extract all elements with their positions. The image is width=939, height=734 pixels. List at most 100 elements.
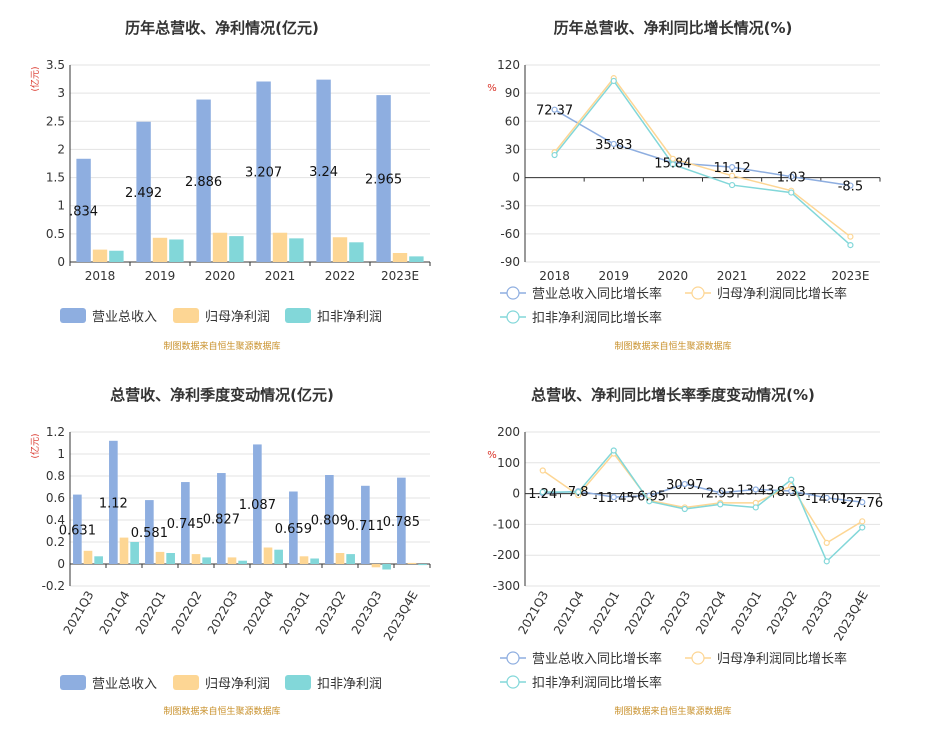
data-label: 2.965	[365, 173, 402, 188]
bar-扣非净利润	[169, 239, 184, 262]
point-营业总收入同比增长率	[551, 106, 558, 113]
legend-label: 归母净利润同比增长率	[717, 651, 847, 667]
bar-归母净利润	[83, 550, 93, 564]
legend-label: 归母净利润	[205, 677, 270, 692]
legend-label: 扣非净利润	[317, 677, 382, 692]
point-营业总收入同比增长率	[610, 140, 617, 148]
data-label: 13.43	[737, 483, 774, 498]
point-归母净利润同比增长率	[539, 467, 546, 474]
data-label: 2.492	[125, 186, 162, 201]
bar-归母净利润	[392, 252, 408, 262]
data-label: -27.76	[841, 496, 883, 511]
legend-label: 扣非净利润同比增长率	[532, 675, 662, 691]
bar-扣非净利润	[310, 558, 319, 564]
point-营业总收入同比增长率	[728, 164, 736, 171]
point-扣非净利润同比增长率	[823, 558, 830, 565]
legend-label: 归母净利润	[205, 310, 270, 325]
point-扣非净利润同比增长率	[610, 447, 617, 454]
y-tick-label: -200	[493, 548, 520, 562]
bar-营业总收入	[136, 121, 151, 263]
x-tick-label: 2023Q3	[349, 589, 385, 637]
legend-label: 营业总收入	[92, 310, 157, 325]
y-tick-label: 2.5	[46, 114, 65, 128]
bar-扣非净利润	[109, 250, 124, 262]
legend-label: 扣非净利润	[317, 310, 382, 325]
point-营业总收入同比增长率	[859, 499, 866, 506]
source-note: 制图数据来自恒生聚源数据库	[614, 340, 731, 352]
bar-营业总收入	[109, 440, 118, 564]
x-tick-label: 2022Q1	[133, 589, 169, 637]
legend-label: 扣非净利润同比增长率	[532, 310, 662, 326]
bar-归母净利润	[152, 237, 168, 262]
chart-title: 总营收、净利同比增长率季度变动情况(%)	[531, 386, 815, 404]
unit-label: %	[487, 450, 497, 461]
legend-marker	[691, 651, 705, 665]
bar-营业总收入	[217, 473, 226, 564]
data-label: .834	[69, 204, 98, 219]
x-tick-label: 2019	[598, 269, 629, 283]
x-tick-label: 2021Q3	[61, 589, 97, 637]
point-扣非净利润同比增长率	[859, 524, 866, 531]
data-label: 11.12	[713, 161, 750, 176]
bar-营业总收入	[253, 444, 262, 564]
bar-扣非净利润	[289, 238, 304, 262]
point-扣非净利润同比增长率	[575, 488, 582, 496]
data-label: 0.827	[203, 513, 240, 528]
legend-marker	[506, 286, 520, 300]
data-label: 0.745	[167, 517, 204, 532]
y-tick-label: -30	[500, 199, 520, 213]
chart-annual_bar: 历年总营收、净利情况(亿元) (亿元) 0 0.5 1 1.5 2 2.5 3 3.5 2018 20…	[29, 19, 431, 352]
point-扣非净利润同比增长率	[788, 189, 795, 196]
y-tick-label: -60	[500, 227, 520, 241]
legend-marker	[691, 286, 705, 300]
legend-label: 营业总收入	[92, 677, 157, 692]
point-归母净利润同比增长率	[859, 518, 866, 525]
bar-扣非净利润	[409, 256, 424, 262]
point-扣非净利润同比增长率	[610, 77, 617, 85]
x-tick-label: 2021Q3	[515, 589, 551, 637]
bar-营业总收入	[181, 482, 190, 564]
bar-扣非净利润	[94, 556, 103, 564]
y-tick-label: 0.6	[46, 491, 65, 505]
legend-swatch	[60, 308, 86, 323]
legend-swatch	[285, 675, 311, 690]
unit-label: %	[487, 83, 497, 94]
legend-label: 营业总收入同比增长率	[532, 286, 662, 302]
data-label: 2.886	[185, 175, 222, 190]
data-label: 0.659	[275, 522, 312, 537]
x-tick-label: 2022Q3	[205, 589, 241, 637]
line-归母净利润同比增长率	[553, 76, 851, 238]
x-tick-label: 2023E	[381, 269, 419, 283]
y-tick-label: 2	[57, 142, 65, 156]
legend-swatch	[60, 675, 86, 690]
chart-title: 总营收、净利季度变动情况(亿元)	[110, 386, 334, 404]
x-tick-label: 2018	[539, 269, 570, 283]
data-label: 3.207	[245, 166, 282, 181]
x-tick-label: 2023Q2	[313, 589, 349, 637]
bar-归母净利润	[227, 557, 237, 564]
y-tick-label: 120	[497, 58, 520, 72]
bar-归母净利润	[119, 537, 129, 564]
y-tick-label: -300	[493, 579, 520, 593]
y-tick-label: 0	[512, 487, 520, 501]
data-label: 0.631	[59, 523, 96, 538]
chart-quarterly_growth_line: 总营收、净利同比增长率季度变动情况(%)% -300 -200 -100 0 100 200…	[487, 386, 883, 717]
data-label: 1.087	[239, 498, 276, 513]
x-tick-label: 2023Q4E	[831, 589, 871, 644]
y-tick-label: 100	[497, 456, 520, 470]
y-tick-label: 200	[497, 425, 520, 439]
data-label: -8.5	[838, 180, 863, 195]
bar-归母净利润	[263, 547, 273, 564]
point-营业总收入同比增长率	[788, 173, 795, 180]
bar-归母净利润	[332, 237, 348, 262]
unit-label: (亿元)	[29, 433, 41, 458]
point-归母净利润同比增长率	[728, 172, 736, 179]
point-营业总收入同比增长率	[681, 480, 688, 488]
bar-归母净利润	[335, 553, 345, 564]
point-营业总收入同比增长率	[823, 494, 830, 502]
source-note: 制图数据来自恒生聚源数据库	[163, 340, 280, 352]
bar-营业总收入	[397, 477, 406, 564]
line-营业总收入同比增长率	[542, 483, 863, 503]
